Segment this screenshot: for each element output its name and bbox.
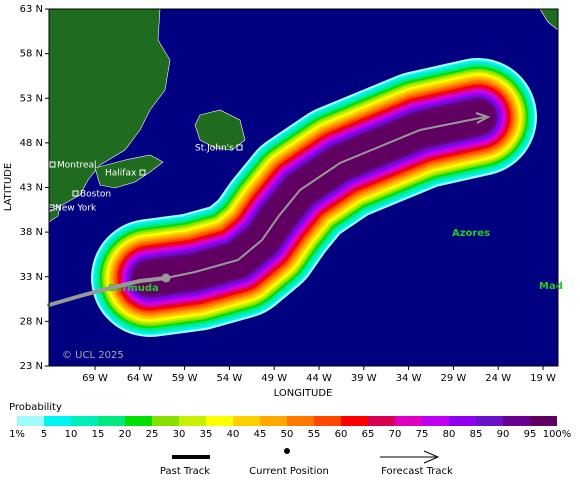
x-tick-label: 64 W: [127, 373, 153, 384]
city-label: Montreal: [57, 161, 97, 171]
legend-tick-label: 35: [200, 429, 213, 440]
land: [48, 8, 559, 223]
legend-label: Forecast Track: [381, 466, 453, 477]
position-key: [284, 448, 290, 454]
legend-swatch: [503, 416, 530, 426]
legend-tick-label: 100%: [543, 429, 572, 440]
legend-tick-label: 60: [335, 429, 348, 440]
legend-tick-label: 40: [227, 429, 240, 440]
legend-swatch: [341, 416, 368, 426]
city-markers: [48, 144, 243, 211]
island-label: Azores: [452, 228, 490, 239]
marker: [139, 169, 146, 176]
y-tick-label: 58 N: [20, 49, 43, 60]
marker: [236, 144, 243, 151]
x-tick-label: 54 W: [217, 373, 243, 384]
y-tick-label: 48 N: [20, 138, 43, 149]
x-tick-label: 39 W: [351, 373, 377, 384]
legend-swatch: [179, 416, 206, 426]
legend-tick-label: 65: [362, 429, 375, 440]
legend-tick-label: 90: [497, 429, 510, 440]
legend-swatch: [71, 416, 98, 426]
legend-swatch: [44, 416, 71, 426]
legend-tick-label: 95: [524, 429, 537, 440]
legend-tick-label: 85: [470, 429, 483, 440]
mainland-canada: [48, 8, 171, 209]
city-label: Halifax: [105, 169, 137, 179]
city-label: St.John's: [195, 144, 234, 154]
y-tick-label: 53 N: [20, 93, 43, 104]
legend-swatch: [260, 416, 287, 426]
island-label: Mad: [539, 281, 563, 292]
legend-tick-label: 30: [173, 429, 186, 440]
legend-tick-label: 75: [416, 429, 429, 440]
x-tick-label: 44 W: [306, 373, 332, 384]
legend-swatch: [530, 416, 557, 426]
legend-tick-label: 20: [119, 429, 132, 440]
legend-swatch: [206, 416, 233, 426]
city-label: Boston: [80, 190, 111, 200]
legend-tick-label: 10: [65, 429, 78, 440]
legend-tick-label: 50: [281, 429, 294, 440]
legend-tick-label: 25: [146, 429, 159, 440]
legend-swatch: [152, 416, 179, 426]
y-axis-label: LATITUDE: [3, 163, 14, 211]
x-tick-label: 19 W: [530, 373, 556, 384]
legend-swatch: [233, 416, 260, 426]
city-label: New York: [55, 204, 97, 214]
x-tick-label: 29 W: [441, 373, 467, 384]
marker: [72, 190, 79, 197]
legend-swatch: [476, 416, 503, 426]
legend-label: Past Track: [160, 466, 210, 477]
legend-swatch: [125, 416, 152, 426]
x-tick-label: 34 W: [396, 373, 422, 384]
past-track: [47, 276, 168, 307]
marker: [49, 161, 56, 168]
island-label: Bermuda: [108, 283, 159, 294]
legend-swatch: [395, 416, 422, 426]
legend-swatch: [314, 416, 341, 426]
legend-swatch: [422, 416, 449, 426]
legend-tick-label: 45: [254, 429, 267, 440]
legend-swatch: [368, 416, 395, 426]
legend-swatch: [98, 416, 125, 426]
x-tick-label: 49 W: [261, 373, 287, 384]
x-tick-label: 69 W: [82, 373, 108, 384]
legend-swatch: [17, 416, 44, 426]
current-position: [161, 273, 171, 283]
nova-scotia: [94, 154, 164, 189]
legend-title: Probability: [9, 402, 62, 413]
legend-swatch: [287, 416, 314, 426]
copyright: © UCL 2025: [62, 350, 124, 361]
y-tick-label: 33 N: [20, 272, 43, 283]
forecast-key-arrow: [423, 450, 440, 464]
y-tick-label: 38 N: [20, 227, 43, 238]
legend-tick-label: 55: [308, 429, 321, 440]
x-tick-label: 59 W: [172, 373, 198, 384]
forecast-track: [165, 116, 486, 279]
y-tick-label: 63 N: [20, 4, 43, 15]
forecast-arrow: [475, 112, 491, 124]
legend-swatch: [449, 416, 476, 426]
legend-tick-label: 1%: [9, 429, 25, 440]
legend-tick-label: 70: [389, 429, 402, 440]
x-axis-label: LONGITUDE: [274, 388, 333, 399]
legend-tick-label: 15: [92, 429, 105, 440]
y-tick-label: 28 N: [20, 316, 43, 327]
legend-label: Current Position: [249, 466, 329, 477]
y-tick-label: 23 N: [20, 361, 43, 372]
legend-tick-label: 5: [41, 429, 47, 440]
y-tick-label: 43 N: [20, 183, 43, 194]
newfoundland: [194, 109, 246, 151]
legend-tick-label: 80: [443, 429, 456, 440]
x-tick-label: 24 W: [485, 373, 511, 384]
